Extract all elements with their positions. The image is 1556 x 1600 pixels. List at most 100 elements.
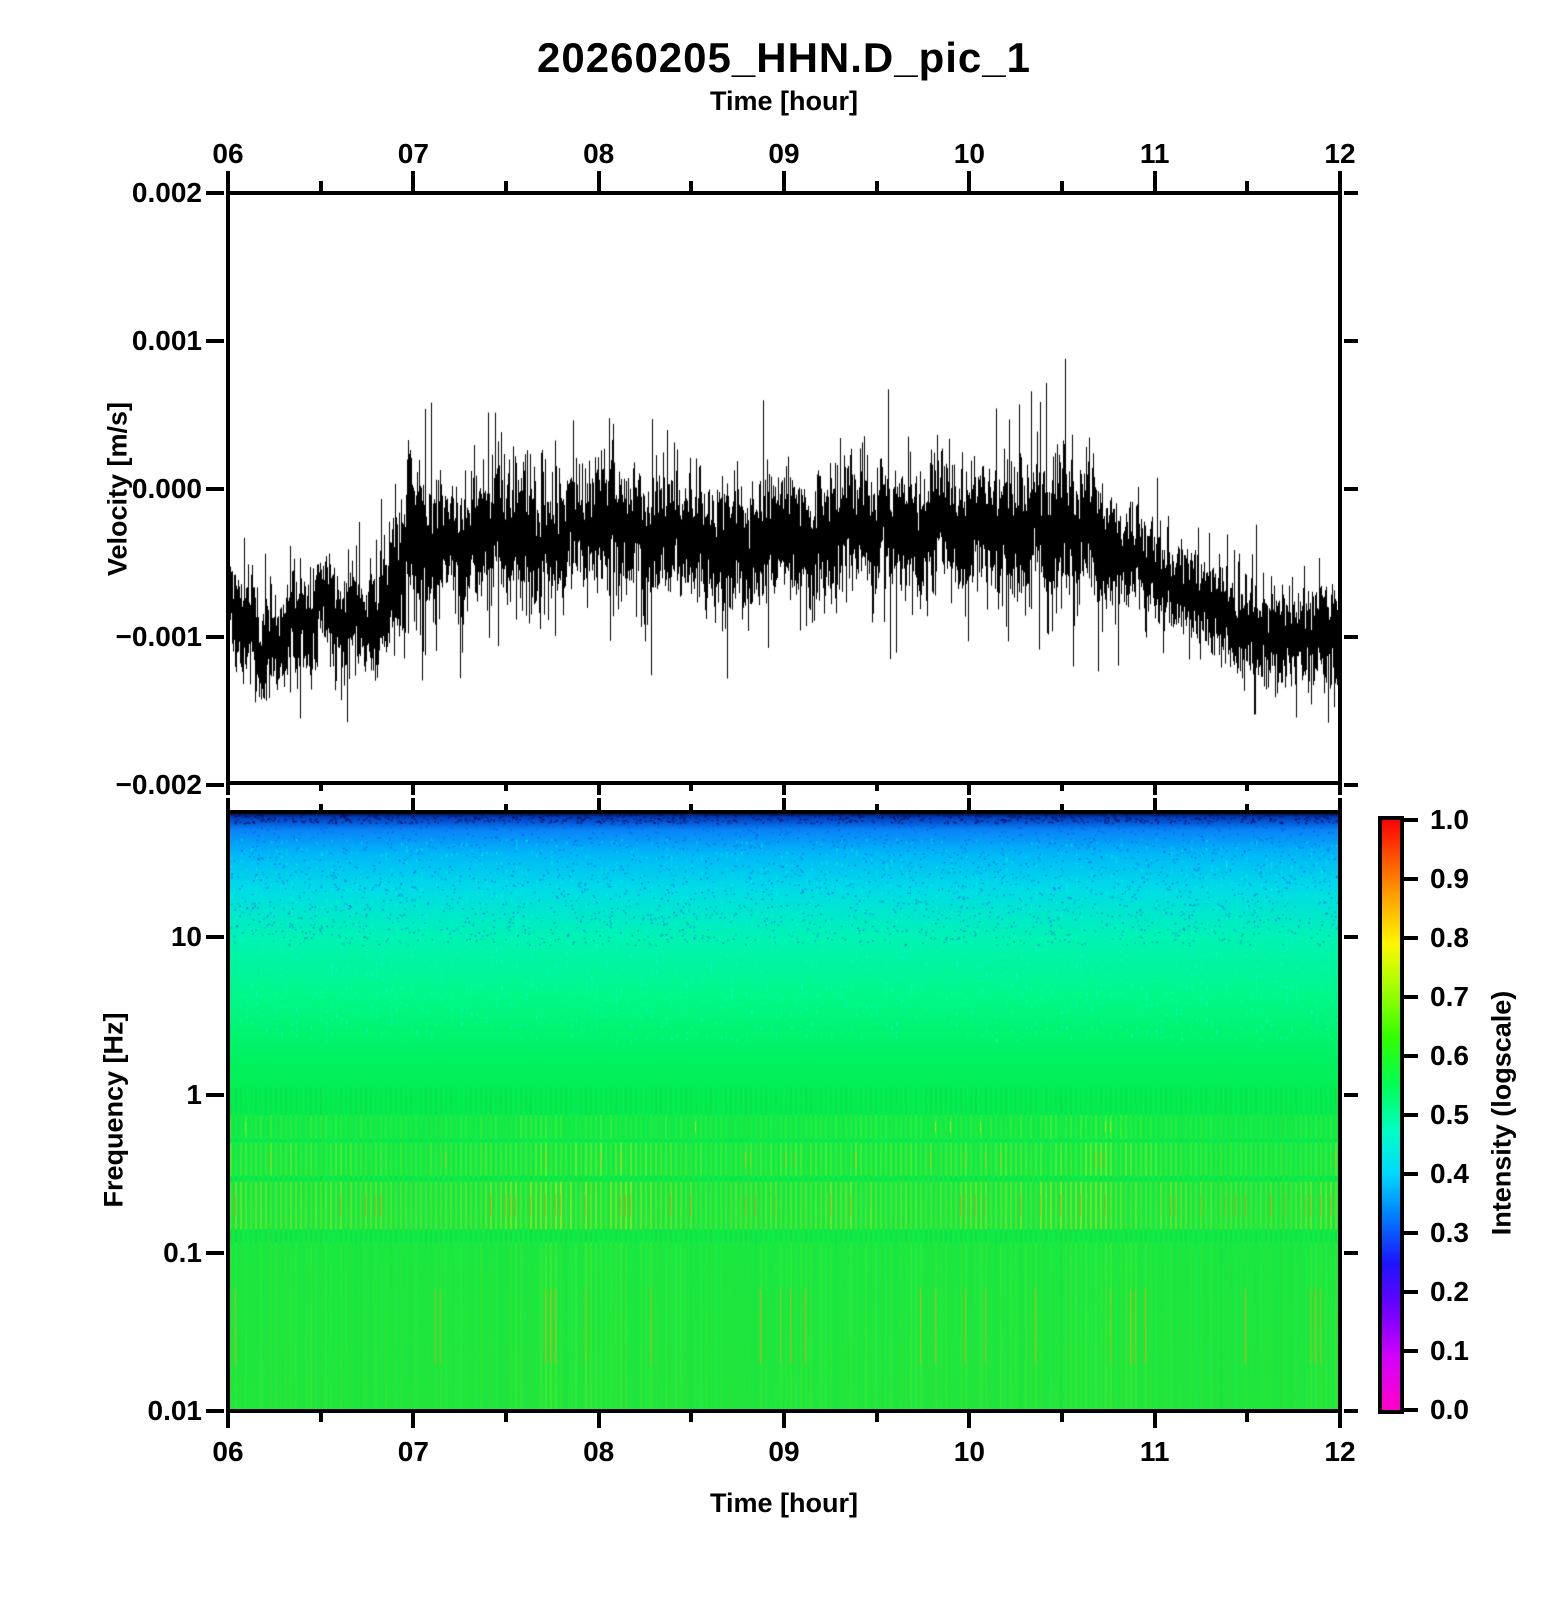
tick-mark [874, 1413, 879, 1422]
tick-label: 0.001 [131, 325, 202, 356]
tick-mark [1404, 877, 1418, 881]
colorbar-label: Intensity (logscale) [1486, 990, 1517, 1236]
tick-mark [318, 804, 323, 812]
tick-mark [1404, 936, 1418, 940]
tick-mark [206, 191, 224, 195]
tick-label: 10 [170, 921, 202, 952]
tick-label: 12 [1324, 1436, 1356, 1467]
tick-mark [689, 1413, 694, 1422]
tick-label: 0.3 [1430, 1217, 1469, 1248]
tick-mark [504, 1413, 508, 1422]
tick-mark [226, 171, 230, 193]
tick-mark [874, 181, 879, 193]
tick-label: 09 [768, 1436, 800, 1467]
tick-label: 08 [583, 138, 615, 169]
tick-mark [596, 1413, 601, 1428]
tick-mark [1404, 1349, 1418, 1353]
tick-mark [1152, 171, 1157, 193]
tick-label: −0.001 [115, 621, 202, 652]
tick-label: 0.1 [1430, 1335, 1469, 1366]
tick-mark [1404, 818, 1418, 822]
tick-label: 0.4 [1430, 1158, 1469, 1189]
tick-mark [1060, 1413, 1064, 1422]
tick-mark [1344, 1409, 1358, 1413]
tick-label: 0.9 [1430, 863, 1469, 894]
tick-label: 12 [1324, 138, 1356, 169]
tick-label: 0.5 [1430, 1099, 1469, 1130]
tick-mark [206, 339, 224, 343]
tick-label: 07 [397, 1436, 429, 1467]
tick-label: 0.8 [1430, 922, 1469, 953]
tick-mark [226, 785, 230, 795]
tick-mark [1344, 191, 1358, 195]
tick-mark [1338, 798, 1342, 812]
tick-mark [411, 1413, 416, 1428]
tick-mark [1344, 1251, 1358, 1255]
spectrogram-panel [226, 810, 1342, 1413]
tick-mark [1404, 1054, 1418, 1058]
tick-mark [226, 798, 230, 812]
tick-label: 0.002 [131, 177, 202, 208]
tick-mark [1338, 1413, 1342, 1428]
bottom-time-axis-title: Time [hour] [710, 1488, 858, 1518]
tick-mark [967, 1413, 972, 1428]
tick-mark [504, 785, 508, 791]
waveform-panel [226, 191, 1342, 785]
tick-mark [206, 783, 224, 787]
tick-mark [596, 785, 601, 795]
tick-label: 10 [953, 138, 985, 169]
tick-mark [206, 1409, 224, 1413]
tick-mark [782, 798, 786, 812]
tick-mark [206, 935, 224, 939]
tick-mark [1338, 785, 1342, 795]
tick-mark [1245, 181, 1250, 193]
tick-mark [967, 785, 972, 795]
tick-mark [596, 798, 601, 812]
tick-mark [1404, 1231, 1418, 1235]
tick-mark [1060, 785, 1064, 791]
tick-label: 0.7 [1430, 981, 1469, 1012]
spectrogram-canvas [230, 814, 1338, 1409]
tick-mark [504, 181, 508, 193]
tick-mark [318, 1413, 323, 1422]
tick-mark [1404, 1408, 1418, 1412]
tick-mark [689, 804, 694, 812]
tick-mark [1152, 798, 1157, 812]
tick-mark [1245, 804, 1250, 812]
tick-mark [411, 785, 416, 795]
frequency-axis-label: Frequency [Hz] [98, 1012, 129, 1208]
tick-mark [206, 487, 224, 491]
tick-mark [1060, 181, 1064, 193]
tick-mark [226, 1413, 230, 1428]
tick-label: 0.6 [1430, 1040, 1469, 1071]
tick-label: 10 [953, 1436, 985, 1467]
tick-mark [874, 785, 879, 791]
tick-label: 0.01 [147, 1395, 203, 1426]
tick-mark [206, 1251, 224, 1255]
tick-mark [1344, 339, 1358, 343]
intensity-colorbar [1378, 816, 1404, 1414]
tick-mark [874, 804, 879, 812]
tick-label: 11 [1139, 1436, 1170, 1467]
tick-label: 09 [768, 138, 800, 169]
tick-label: 1.0 [1430, 804, 1469, 835]
tick-mark [411, 798, 416, 812]
tick-mark [689, 181, 694, 193]
tick-mark [206, 1093, 224, 1097]
tick-mark [1344, 783, 1358, 787]
tick-mark [1404, 1113, 1418, 1117]
tick-mark [1344, 935, 1358, 939]
top-time-axis-title: Time [hour] [710, 86, 858, 116]
tick-label: 11 [1139, 138, 1170, 169]
tick-mark [1344, 487, 1358, 491]
tick-mark [1404, 1172, 1418, 1176]
tick-mark [1404, 995, 1418, 999]
tick-mark [782, 785, 786, 795]
tick-mark [1245, 1413, 1250, 1422]
tick-label: −0.002 [115, 769, 202, 800]
tick-mark [411, 171, 416, 193]
tick-mark [782, 171, 786, 193]
tick-label: 08 [583, 1436, 615, 1467]
tick-mark [967, 798, 972, 812]
